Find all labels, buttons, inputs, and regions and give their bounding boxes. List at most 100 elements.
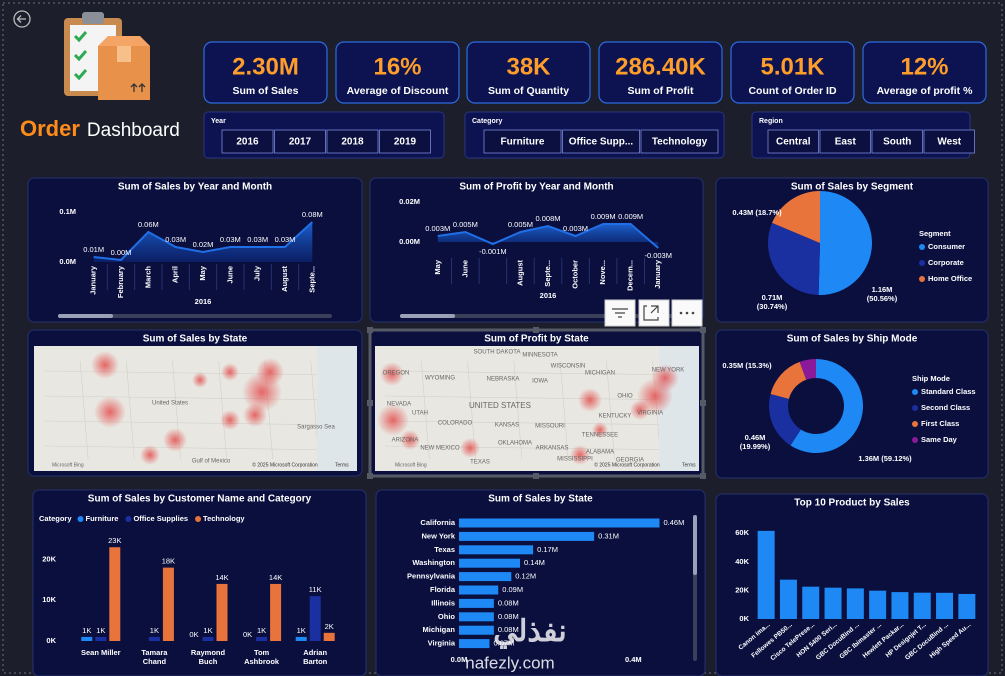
more-icon-dot — [685, 311, 689, 315]
heat-spot — [570, 445, 590, 465]
map-attribution: © 2025 Microsoft Corporation — [594, 461, 660, 468]
scrollbar-thumb[interactable] — [58, 314, 113, 318]
watermark-brand: نفذلي — [493, 615, 566, 649]
data-label: 0.009M — [618, 212, 643, 221]
heat-spot — [243, 403, 267, 427]
slicer-button[interactable] — [326, 129, 379, 154]
x-tick-label: June — [460, 260, 469, 278]
data-label: 0K — [189, 630, 198, 639]
resize-handle[interactable] — [533, 473, 539, 479]
bar — [891, 592, 909, 619]
pie-slice — [768, 222, 820, 295]
resize-handle[interactable] — [533, 327, 539, 333]
y-tick-label: 0.00M — [399, 237, 420, 246]
x-tick-label: May — [433, 259, 442, 274]
map-label: UTAH — [412, 411, 428, 417]
x-tick-label: October — [571, 260, 580, 289]
data-label: -0.003M — [644, 251, 672, 260]
x-tick-label: February — [116, 265, 125, 298]
data-label: 0.03M — [220, 235, 241, 244]
map-border — [606, 360, 615, 460]
scrollbar-thumb[interactable] — [400, 314, 455, 318]
bar — [459, 545, 534, 555]
legend-label: Office Supplies — [133, 514, 188, 523]
data-label: 0K — [243, 630, 252, 639]
map-label: SOUTH DAKOTA — [474, 350, 521, 356]
x-tick-label: July — [253, 265, 262, 281]
map-border — [384, 370, 685, 376]
data-label: 1K — [257, 626, 266, 635]
slicer-button[interactable] — [923, 129, 975, 154]
data-label: 1.16M (50.56%) — [866, 285, 898, 303]
slicer-button[interactable] — [379, 129, 431, 154]
heat-spot — [651, 364, 679, 392]
y-tick-label: Washington — [412, 558, 455, 567]
slicer-title: Year — [211, 118, 226, 125]
resize-handle[interactable] — [700, 400, 706, 406]
y-tick-label: 20K — [42, 554, 56, 563]
legend-title: Category — [39, 514, 72, 523]
data-label: 0.003M — [425, 224, 450, 233]
map-border — [125, 360, 135, 460]
x-tick-label: Sean Miller — [80, 648, 121, 657]
map-label: IOWA — [532, 379, 548, 385]
data-label: 14K — [215, 573, 228, 582]
scrollbar-thumb[interactable] — [693, 515, 697, 575]
slicer-button[interactable] — [640, 129, 719, 154]
data-label: 1K — [297, 626, 306, 635]
legend-label: Consumer — [928, 242, 965, 251]
bar — [309, 596, 321, 641]
heat-spot — [578, 388, 602, 412]
bar — [95, 636, 107, 641]
x-tick-label: Adrian Barton — [303, 648, 328, 666]
map-label: Gulf of Mexico — [192, 459, 231, 465]
resize-handle[interactable] — [367, 327, 373, 333]
slicer-item: East — [835, 137, 857, 148]
watermark-url: nafezly.com — [465, 653, 554, 672]
heat-spot — [140, 445, 160, 465]
data-label: 0.14M — [524, 558, 545, 567]
y-tick-label: Florida — [430, 585, 456, 594]
data-label: 0.009M — [591, 212, 616, 221]
x-tick-label: Septe... — [307, 266, 316, 293]
map-label: MICHIGAN — [585, 371, 615, 377]
slicer-button[interactable] — [819, 129, 871, 154]
slicer-button[interactable] — [767, 129, 819, 154]
slicer-button[interactable] — [871, 129, 923, 154]
slicer-item: Technology — [652, 137, 708, 148]
kpi-value: 16% — [373, 53, 421, 80]
back-button[interactable] — [13, 10, 31, 28]
map-label: OREGON — [383, 371, 410, 377]
resize-handle[interactable] — [700, 473, 706, 479]
y-tick-label: 0.02M — [399, 197, 420, 206]
data-label: 0.43M (18.7%) — [732, 208, 782, 217]
map-border — [384, 395, 685, 401]
x-tick-label: 0.4M — [625, 655, 642, 664]
legend-swatch — [195, 516, 202, 522]
kpi-card — [335, 41, 460, 104]
resize-handle[interactable] — [367, 400, 373, 406]
scrollbar-track — [58, 314, 332, 318]
legend-swatch — [912, 421, 918, 427]
resize-handle[interactable] — [700, 327, 706, 333]
bar — [459, 572, 512, 582]
heat-spot — [380, 362, 404, 386]
legend-label: Furniture — [86, 514, 119, 523]
x-tick-label: Raymond Buch — [190, 648, 226, 666]
slicer-item: Furniture — [501, 137, 545, 148]
x-group-label: 2016 — [540, 291, 557, 300]
x-tick-label: June — [225, 266, 234, 284]
map-label: TENNESSEE — [582, 433, 618, 439]
map-label: United States — [152, 401, 188, 407]
donut-slice — [799, 359, 816, 380]
slicer-button[interactable] — [483, 129, 562, 154]
y-tick-label: California — [420, 518, 455, 527]
resize-handle[interactable] — [367, 473, 373, 479]
chart-title: Sum of Sales by Segment — [791, 182, 914, 193]
chart-title: Top 10 Product by Sales — [794, 498, 910, 509]
slicer-button[interactable] — [274, 129, 326, 154]
slicer-button[interactable] — [562, 129, 640, 154]
bar — [256, 636, 268, 641]
logo — [64, 12, 150, 100]
slicer-button[interactable] — [221, 129, 274, 154]
